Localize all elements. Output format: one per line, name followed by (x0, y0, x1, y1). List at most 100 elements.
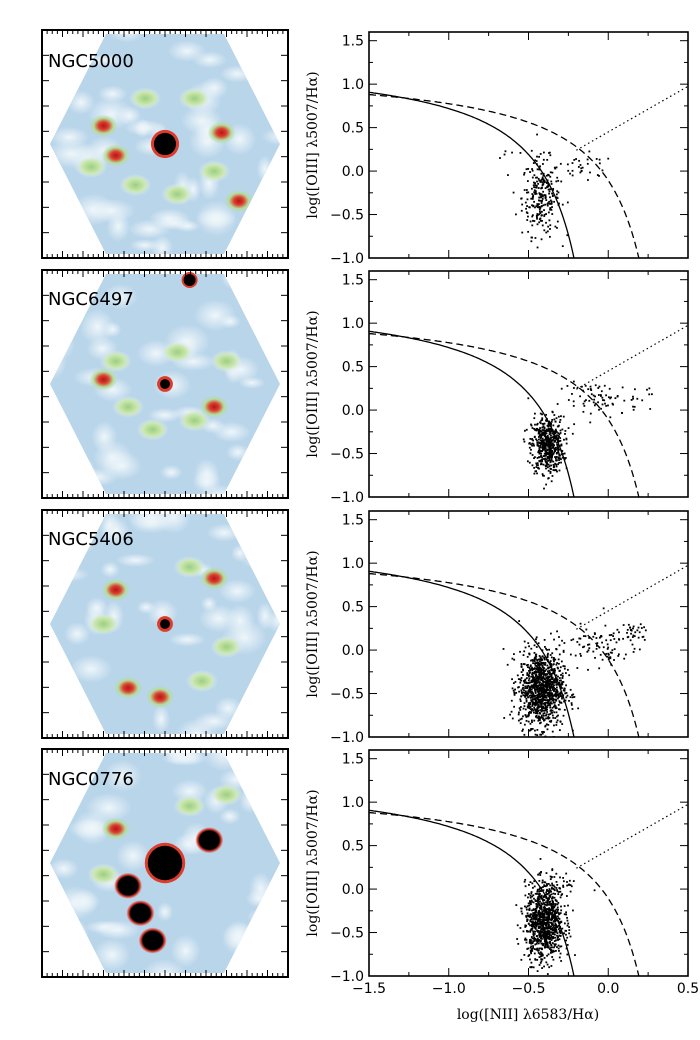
data-point (534, 429, 536, 431)
data-point (559, 439, 562, 442)
data-point (549, 228, 551, 230)
map-foreground-star (183, 274, 196, 286)
data-point (550, 673, 553, 676)
data-point (554, 669, 556, 672)
data-point (546, 904, 548, 907)
data-point (548, 452, 551, 455)
data-point (543, 452, 546, 455)
data-point (553, 638, 555, 641)
data-point (556, 691, 559, 694)
data-point (553, 669, 555, 672)
data-point (644, 629, 647, 632)
data-point (541, 709, 544, 712)
data-point (522, 668, 524, 671)
data-point (541, 198, 544, 200)
data-point (533, 914, 536, 916)
data-point (534, 237, 537, 239)
data-point (523, 694, 526, 697)
data-point (598, 158, 601, 161)
data-point (558, 202, 560, 205)
bpt-plot-ngc5000: 1.51.00.50.0−0.5−1.0 (330, 31, 689, 267)
data-point (538, 663, 541, 666)
data-point (617, 655, 620, 657)
data-point (586, 162, 589, 165)
data-point (557, 432, 560, 435)
data-point (534, 915, 537, 918)
data-point (595, 158, 598, 160)
data-point (530, 940, 533, 942)
data-point (558, 457, 561, 460)
data-point (531, 698, 534, 701)
data-point (539, 671, 541, 674)
data-point (533, 660, 536, 663)
data-point (536, 914, 539, 917)
data-point (540, 733, 543, 736)
data-point (535, 907, 538, 910)
data-point (549, 459, 552, 462)
data-point (530, 423, 532, 426)
data-point (547, 682, 550, 685)
data-point (535, 914, 538, 917)
data-point (539, 429, 542, 432)
data-point (598, 408, 600, 411)
data-point (554, 678, 557, 681)
data-point (563, 689, 566, 692)
data-point (541, 210, 543, 213)
data-point (534, 708, 536, 711)
data-point (527, 167, 530, 170)
data-point (530, 921, 533, 923)
data-point (541, 418, 544, 421)
data-point (538, 719, 541, 722)
data-point (543, 707, 545, 710)
data-point (558, 938, 561, 941)
data-point (598, 162, 601, 165)
data-point (547, 667, 550, 669)
data-point (551, 714, 554, 717)
map-patch (50, 915, 76, 938)
data-point (551, 206, 553, 208)
data-point (515, 691, 518, 694)
data-point (531, 197, 534, 200)
data-point (540, 940, 542, 942)
map-patch (256, 155, 274, 183)
data-point (556, 938, 559, 941)
map-patch (247, 514, 280, 546)
data-point (527, 713, 530, 716)
data-point (546, 913, 548, 916)
data-point (542, 666, 544, 669)
data-point (545, 896, 547, 899)
data-point (548, 966, 551, 969)
data-point (542, 183, 545, 185)
data-point (601, 403, 604, 406)
data-point (552, 698, 555, 700)
data-point (541, 440, 543, 443)
data-point (539, 699, 541, 702)
data-point (592, 394, 595, 397)
data-point (544, 681, 547, 684)
data-point (541, 927, 544, 930)
data-point (526, 914, 529, 917)
data-point (550, 455, 552, 458)
data-point (536, 180, 538, 183)
data-point (554, 698, 557, 701)
data-point (533, 681, 536, 684)
data-point (547, 659, 549, 661)
data-point (568, 699, 570, 702)
data-point (544, 908, 546, 911)
data-point (531, 442, 534, 445)
data-point (558, 636, 560, 638)
data-point (560, 660, 563, 663)
data-point (549, 925, 552, 928)
data-point (534, 182, 536, 184)
data-point (519, 681, 522, 684)
data-point (530, 668, 533, 670)
data-point (532, 932, 535, 934)
map-patch (100, 561, 120, 578)
data-point (538, 673, 540, 676)
data-point (531, 705, 534, 707)
data-point (558, 677, 561, 679)
y-tick-label: −1.0 (330, 969, 364, 985)
data-point (528, 688, 531, 691)
data-point (530, 728, 533, 730)
data-point (615, 641, 618, 644)
